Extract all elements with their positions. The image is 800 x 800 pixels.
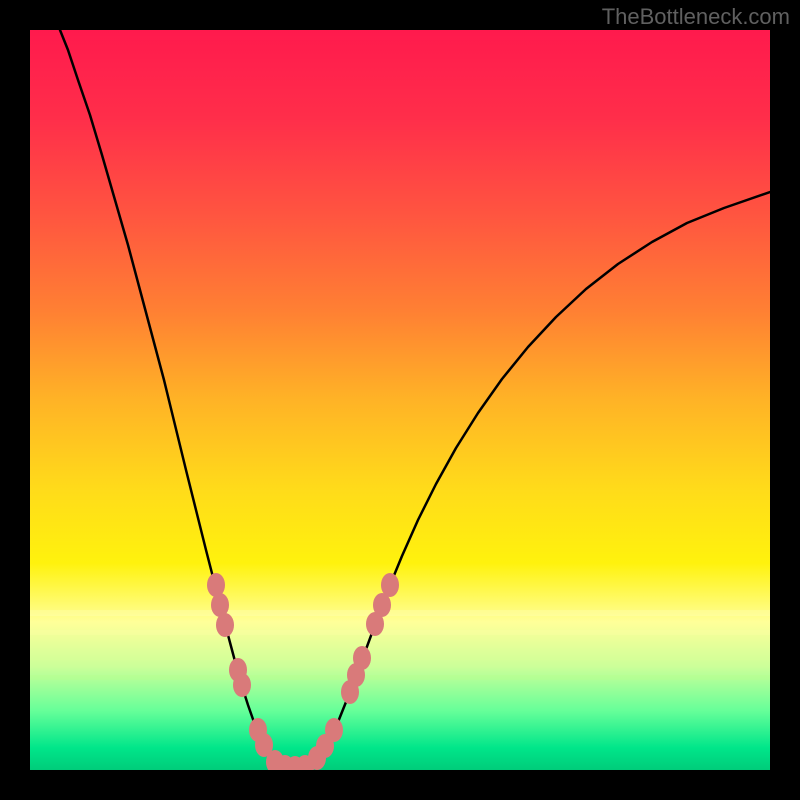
curve-layer — [30, 30, 770, 770]
data-marker — [325, 718, 343, 742]
watermark-text: TheBottleneck.com — [602, 4, 790, 30]
data-marker — [353, 646, 371, 670]
data-marker — [233, 673, 251, 697]
chart-root: TheBottleneck.com — [0, 0, 800, 800]
data-marker — [216, 613, 234, 637]
data-marker — [381, 573, 399, 597]
plot-area — [30, 30, 770, 770]
